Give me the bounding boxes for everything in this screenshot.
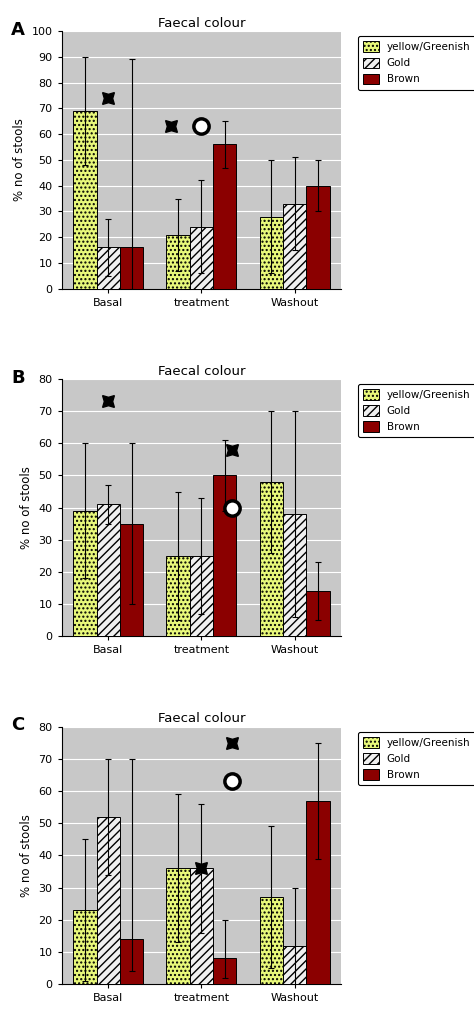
Bar: [73, 511, 97, 636]
Bar: [283, 946, 306, 984]
Title: Faecal colour: Faecal colour: [158, 17, 245, 30]
Bar: [306, 592, 329, 636]
Legend: yellow/Greenish, Gold, Brown: yellow/Greenish, Gold, Brown: [358, 36, 474, 90]
Bar: [166, 234, 190, 289]
Bar: [120, 248, 143, 289]
Y-axis label: % no of stools: % no of stools: [13, 118, 26, 201]
Bar: [120, 524, 143, 636]
Bar: [73, 911, 97, 984]
Bar: [97, 248, 120, 289]
Bar: [73, 111, 97, 289]
Y-axis label: % no of stools: % no of stools: [20, 466, 33, 549]
Bar: [260, 217, 283, 289]
Bar: [213, 476, 237, 636]
Title: Faecal colour: Faecal colour: [158, 365, 245, 378]
Bar: [213, 958, 237, 984]
Bar: [190, 556, 213, 636]
Bar: [306, 185, 329, 289]
Bar: [120, 939, 143, 984]
Bar: [306, 801, 329, 984]
Bar: [190, 868, 213, 984]
Bar: [190, 227, 213, 289]
Text: C: C: [11, 716, 25, 735]
Legend: yellow/Greenish, Gold, Brown: yellow/Greenish, Gold, Brown: [358, 384, 474, 437]
Bar: [97, 505, 120, 636]
Bar: [166, 868, 190, 984]
Bar: [166, 556, 190, 636]
Bar: [283, 514, 306, 636]
Bar: [283, 204, 306, 289]
Text: B: B: [11, 369, 25, 386]
Bar: [260, 897, 283, 984]
Bar: [97, 816, 120, 984]
Text: A: A: [11, 21, 25, 38]
Y-axis label: % no of stools: % no of stools: [20, 814, 33, 897]
Bar: [213, 144, 237, 289]
Title: Faecal colour: Faecal colour: [158, 713, 245, 725]
Legend: yellow/Greenish, Gold, Brown: yellow/Greenish, Gold, Brown: [358, 731, 474, 785]
Bar: [260, 482, 283, 636]
